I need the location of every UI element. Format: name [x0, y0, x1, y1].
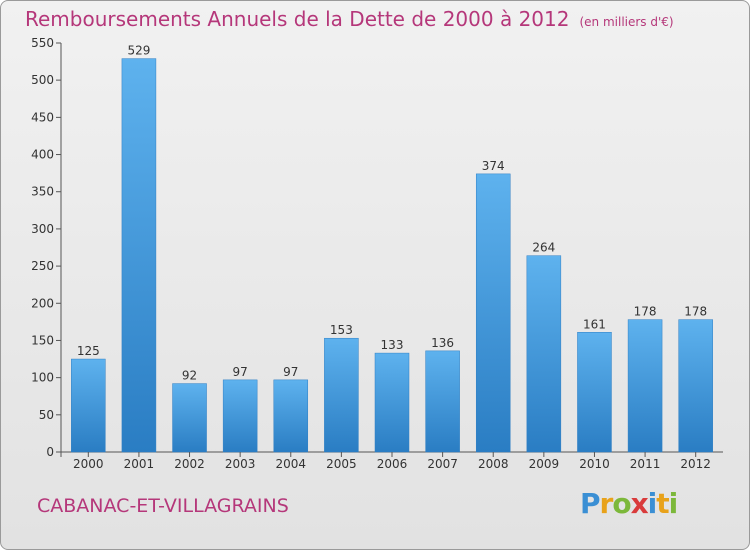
- y-tick-label: 50: [39, 408, 54, 422]
- bar: [475, 173, 511, 453]
- y-tick-label: 200: [31, 296, 54, 310]
- x-tick-label: 2008: [478, 457, 509, 471]
- y-tick-label: 150: [31, 333, 54, 347]
- bar: [627, 319, 663, 453]
- bar-value-label: 97: [283, 365, 298, 379]
- bar-value-label: 136: [431, 336, 454, 350]
- bar: [121, 58, 157, 453]
- bar-value-label: 374: [482, 159, 505, 173]
- y-tick-label: 500: [31, 73, 54, 87]
- bar: [71, 358, 106, 453]
- bar: [678, 319, 713, 453]
- y-tick-label: 250: [31, 259, 54, 273]
- y-tick-label: 400: [31, 148, 54, 162]
- bar: [374, 352, 410, 453]
- y-tick-label: 450: [31, 110, 54, 124]
- x-tick-label: 2011: [630, 457, 661, 471]
- bar-value-label: 92: [182, 369, 197, 383]
- x-tick-label: 2006: [377, 457, 408, 471]
- x-tick-label: 2003: [225, 457, 256, 471]
- y-tick-label: 300: [31, 222, 54, 236]
- bar-value-label: 153: [330, 323, 353, 337]
- bar-value-label: 161: [583, 317, 606, 331]
- bar: [273, 379, 309, 453]
- chart-title-text: Remboursements Annuels de la Dette de 20…: [25, 7, 570, 31]
- x-tick-label: 2001: [124, 457, 155, 471]
- y-tick-label: 100: [31, 371, 54, 385]
- proxiti-logo: Proxiti: [580, 487, 678, 520]
- x-tick-label: 2010: [579, 457, 610, 471]
- bar: [172, 383, 207, 453]
- bar-value-label: 529: [127, 44, 150, 58]
- bar-value-label: 97: [233, 365, 248, 379]
- y-tick-label: 550: [31, 36, 54, 50]
- x-tick-label: 2012: [680, 457, 711, 471]
- chart-title: Remboursements Annuels de la Dette de 20…: [25, 7, 674, 31]
- x-tick-label: 2000: [73, 457, 104, 471]
- chart-unit-label: (en milliers d'€): [579, 15, 674, 29]
- x-tick-label: 2004: [275, 457, 306, 471]
- bar: [526, 255, 562, 453]
- bar-value-label: 178: [684, 305, 707, 319]
- x-tick-label: 2007: [427, 457, 458, 471]
- bar: [222, 379, 258, 453]
- x-tick-label: 2009: [529, 457, 560, 471]
- commune-name: CABANAC-ET-VILLAGRAINS: [37, 495, 289, 517]
- bar: [577, 332, 612, 453]
- x-tick-label: 2005: [326, 457, 357, 471]
- bar: [425, 350, 460, 453]
- y-tick-label: 0: [46, 445, 54, 459]
- x-tick-label: 2002: [174, 457, 205, 471]
- bar-value-label: 133: [381, 338, 404, 352]
- bar-value-label: 125: [77, 344, 100, 358]
- bar-value-label: 178: [634, 305, 657, 319]
- y-tick-label: 350: [31, 185, 54, 199]
- bar: [324, 337, 359, 453]
- bar-value-label: 264: [532, 241, 555, 255]
